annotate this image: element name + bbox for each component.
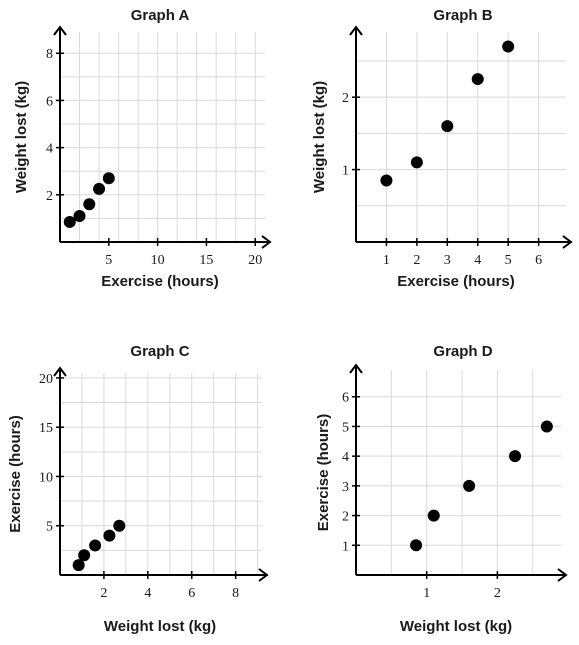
x-tick-label: 1: [423, 586, 430, 601]
y-tick-label: 6: [342, 391, 349, 406]
chart-panel-c: 2 4 6 8 5 10 15 20 Graph C Weight lost (kg) Exerci…: [7, 343, 269, 635]
x-tick-label: 2: [100, 586, 107, 601]
x-tick-label: 6: [188, 586, 195, 601]
x-axis-arrow: [562, 235, 573, 249]
chart-panel-a: 5 10 15 20 2 4 6 8 Graph A Exercise (hours) Weight…: [13, 7, 272, 290]
data-point: [471, 73, 484, 86]
x-axis-label: Exercise (hours): [101, 273, 219, 290]
y-axis-arrow: [349, 363, 363, 374]
chart-title: Graph C: [130, 343, 189, 360]
x-tick-label: 4: [474, 253, 481, 268]
y-tick-label: 2: [342, 510, 349, 525]
x-tick-label: 2: [413, 253, 420, 268]
y-tick-label: 2: [46, 189, 53, 204]
x-tick-label: 2: [494, 586, 501, 601]
x-tick-label: 4: [144, 586, 151, 601]
data-point: [380, 174, 393, 187]
y-tick-label: 3: [342, 480, 349, 495]
x-tick-label: 15: [199, 253, 213, 268]
data-point: [72, 559, 85, 572]
data-point: [540, 420, 553, 433]
x-tick-label: 3: [444, 253, 451, 268]
y-axis-label: Weight lost (kg): [13, 81, 30, 193]
x-axis-arrow: [261, 235, 272, 249]
data-point: [93, 182, 106, 195]
x-tick-label: 8: [232, 586, 239, 601]
y-axis-label: Exercise (hours): [7, 415, 24, 533]
grid: [60, 373, 262, 575]
data-point: [410, 156, 423, 169]
data-point: [410, 539, 423, 552]
y-tick-label: 4: [46, 142, 53, 157]
y-tick-label: 20: [39, 372, 53, 387]
data-point: [441, 120, 454, 133]
data-point: [73, 210, 86, 223]
y-tick-label: 15: [39, 421, 53, 436]
y-tick-label: 5: [46, 520, 53, 535]
y-axis-arrow: [349, 25, 363, 36]
y-axis-label: Weight lost (kg): [311, 81, 328, 193]
chart-title: Graph B: [433, 7, 492, 24]
data-point: [63, 215, 76, 228]
chart-title: Graph D: [433, 343, 492, 360]
data-point: [89, 539, 102, 552]
y-tick-label: 8: [46, 47, 53, 62]
x-axis-label: Exercise (hours): [397, 273, 515, 290]
chart-title: Graph A: [131, 7, 190, 24]
data-point: [83, 198, 96, 211]
x-tick-label: 1: [383, 253, 390, 268]
data-point: [427, 509, 440, 522]
x-axis-label: Weight lost (kg): [104, 618, 216, 635]
chart-panel-b: 1 2 3 4 5 6 1 2 Graph B Exercise (hours) Weight lo…: [311, 7, 573, 290]
data-point: [509, 450, 522, 463]
data-point: [78, 549, 91, 562]
data-point: [103, 529, 116, 542]
data-point: [502, 40, 515, 53]
data-point: [102, 172, 115, 185]
x-tick-label: 20: [248, 253, 262, 268]
y-tick-label: 6: [46, 94, 53, 109]
grid: [60, 32, 265, 242]
y-tick-label: 5: [342, 420, 349, 435]
data-point: [463, 479, 476, 492]
grid: [356, 370, 561, 575]
x-axis-arrow: [557, 568, 568, 582]
y-axis-label: Exercise (hours): [315, 414, 332, 532]
x-tick-label: 6: [535, 253, 542, 268]
y-tick-label: 1: [342, 164, 349, 179]
grid: [356, 32, 566, 242]
data-point: [113, 519, 126, 532]
y-axis-arrow: [53, 25, 67, 36]
x-tick-label: 5: [105, 253, 112, 268]
x-tick-label: 5: [505, 253, 512, 268]
x-tick-label: 10: [151, 253, 165, 268]
x-axis-arrow: [258, 568, 269, 582]
y-axis-arrow: [53, 366, 67, 377]
y-tick-label: 2: [342, 91, 349, 106]
y-tick-label: 4: [342, 450, 349, 465]
y-tick-label: 1: [342, 539, 349, 554]
y-tick-label: 10: [39, 470, 53, 485]
chart-panel-d: 1 2 1 2 3 4 5 6 Graph D Weight lost (kg) Exercise …: [315, 343, 568, 635]
x-axis-label: Weight lost (kg): [400, 618, 512, 635]
